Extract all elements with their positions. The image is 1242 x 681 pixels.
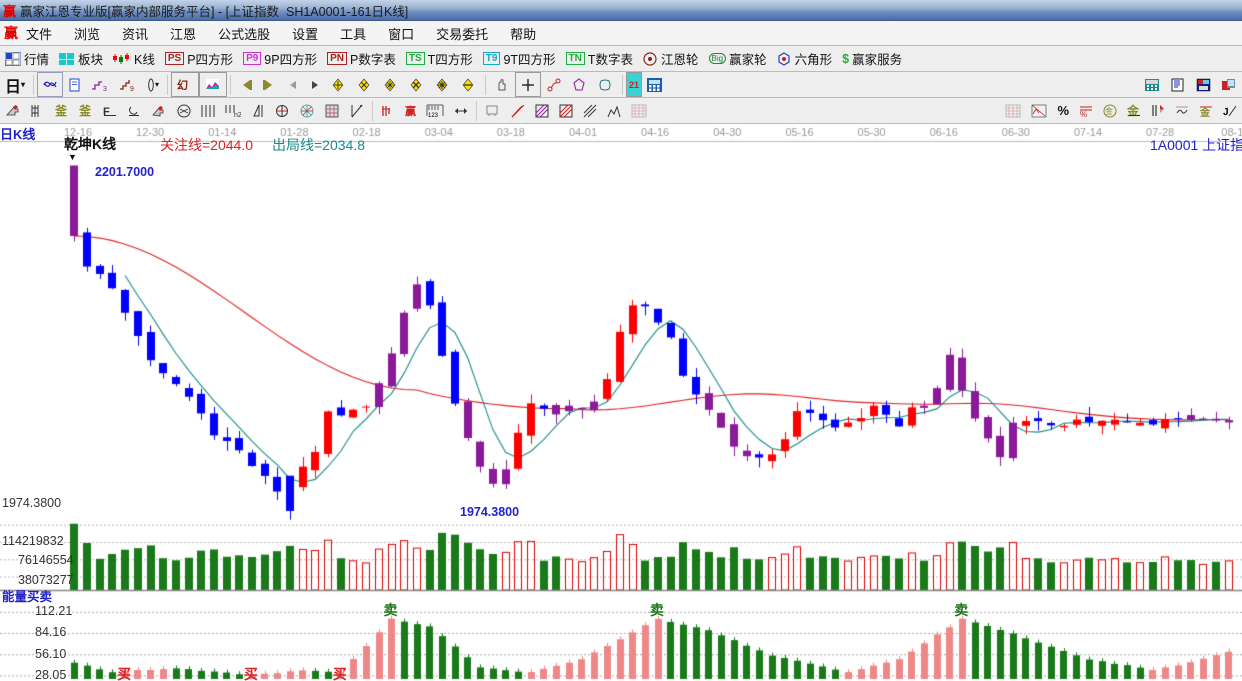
- svg-text:J: J: [1223, 107, 1229, 118]
- svg-text:金: 金: [1105, 106, 1113, 116]
- svg-text:釜: 釜: [55, 104, 68, 118]
- svg-text:%: %: [1080, 110, 1087, 118]
- svg-text:n2: n2: [234, 112, 241, 118]
- svg-text:123: 123: [428, 113, 439, 118]
- svg-text:F: F: [103, 106, 110, 118]
- svg-text:": ": [360, 105, 363, 112]
- svg-text:釜: 釜: [79, 104, 92, 118]
- svg-text:幻: 幻: [177, 78, 188, 92]
- svg-text:9: 9: [130, 86, 134, 92]
- svg-text:金: 金: [1199, 106, 1211, 118]
- svg-text:3: 3: [103, 86, 107, 92]
